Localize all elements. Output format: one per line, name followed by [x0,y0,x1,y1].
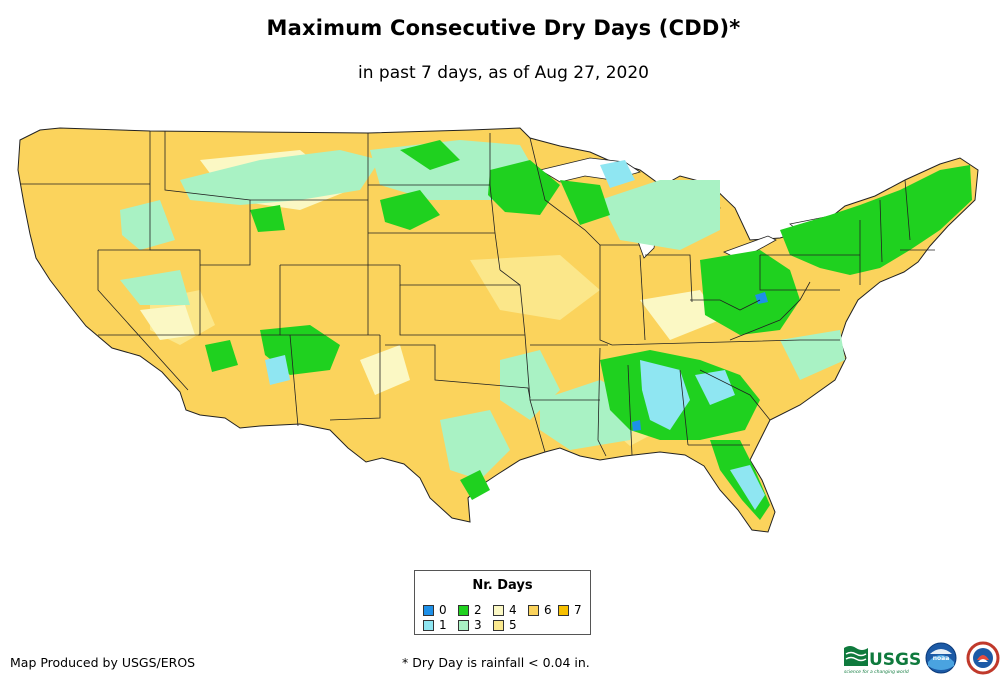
region-2-days [700,250,800,335]
legend-swatch [493,604,504,616]
region-2-days [250,205,285,232]
dry-day-footnote: * Dry Day is rainfall < 0.04 in. [402,655,590,670]
region-1-day [695,370,735,405]
map-credit: Map Produced by USGS/EROS [10,655,196,670]
legend-item-2: 2 [458,603,482,617]
legend-label: 6 [544,603,552,617]
legend-label: 1 [439,618,447,632]
legend-item-3: 3 [458,618,482,632]
region-3-days [120,270,190,305]
legend-swatch [493,619,504,631]
agency-logos: USGS science for a changing world noaa [844,641,1000,675]
region-2-days [400,140,460,170]
region-3-days [180,150,380,205]
legend-label: 3 [474,618,482,632]
region-1-day [640,360,690,430]
legend-label: 0 [439,603,447,617]
legend-item-7: 7 [558,603,582,617]
nws-logo [966,641,1000,675]
region-1-day [265,355,290,385]
region-2-days [780,165,972,275]
region-5-days [470,255,600,320]
region-3-days [600,180,720,250]
region-2-days [380,190,440,230]
region-4-days [140,305,195,340]
legend-label: 7 [574,603,582,617]
region-1-day [730,465,765,510]
legend-swatch [528,604,539,616]
legend-label: 5 [509,618,517,632]
svg-text:USGS: USGS [869,650,921,670]
legend-swatch [558,604,569,616]
state-boundaries [20,131,935,457]
map-title: Maximum Consecutive Dry Days (CDD)* [266,16,741,40]
noaa-logo: noaa [925,642,957,674]
legend-item-5: 5 [493,618,517,632]
region-0-days [632,420,641,431]
legend-label: 2 [474,603,482,617]
usgs-logo: USGS science for a changing world [844,646,921,675]
region-2-days [488,160,560,215]
region-4-days [360,345,410,395]
legend-swatch [423,619,434,631]
legend-swatch [458,604,469,616]
dry-day-regions [120,140,972,520]
legend-item-0: 0 [423,603,447,617]
legend-swatch [458,619,469,631]
region-2-days [460,470,490,500]
region-3-days [440,410,510,480]
legend-title: Nr. Days [472,578,533,593]
region-3-days [120,200,175,250]
legend-item-4: 4 [493,603,517,617]
region-3-days [780,330,845,380]
region-1-day [600,160,635,188]
region-2-days [205,340,238,372]
legend-swatch [423,604,434,616]
legend: Nr. Days 0 2 4 6 7 1 3 5 [414,570,591,635]
region-4-days [640,290,720,340]
legend-item-6: 6 [528,603,552,617]
legend-item-1: 1 [423,618,447,632]
svg-text:science for a changing world: science for a changing world [844,669,909,675]
region-2-days [560,180,610,225]
legend-label: 4 [509,603,517,617]
map-subtitle: in past 7 days, as of Aug 27, 2020 [358,63,649,83]
svg-text:noaa: noaa [933,655,950,662]
